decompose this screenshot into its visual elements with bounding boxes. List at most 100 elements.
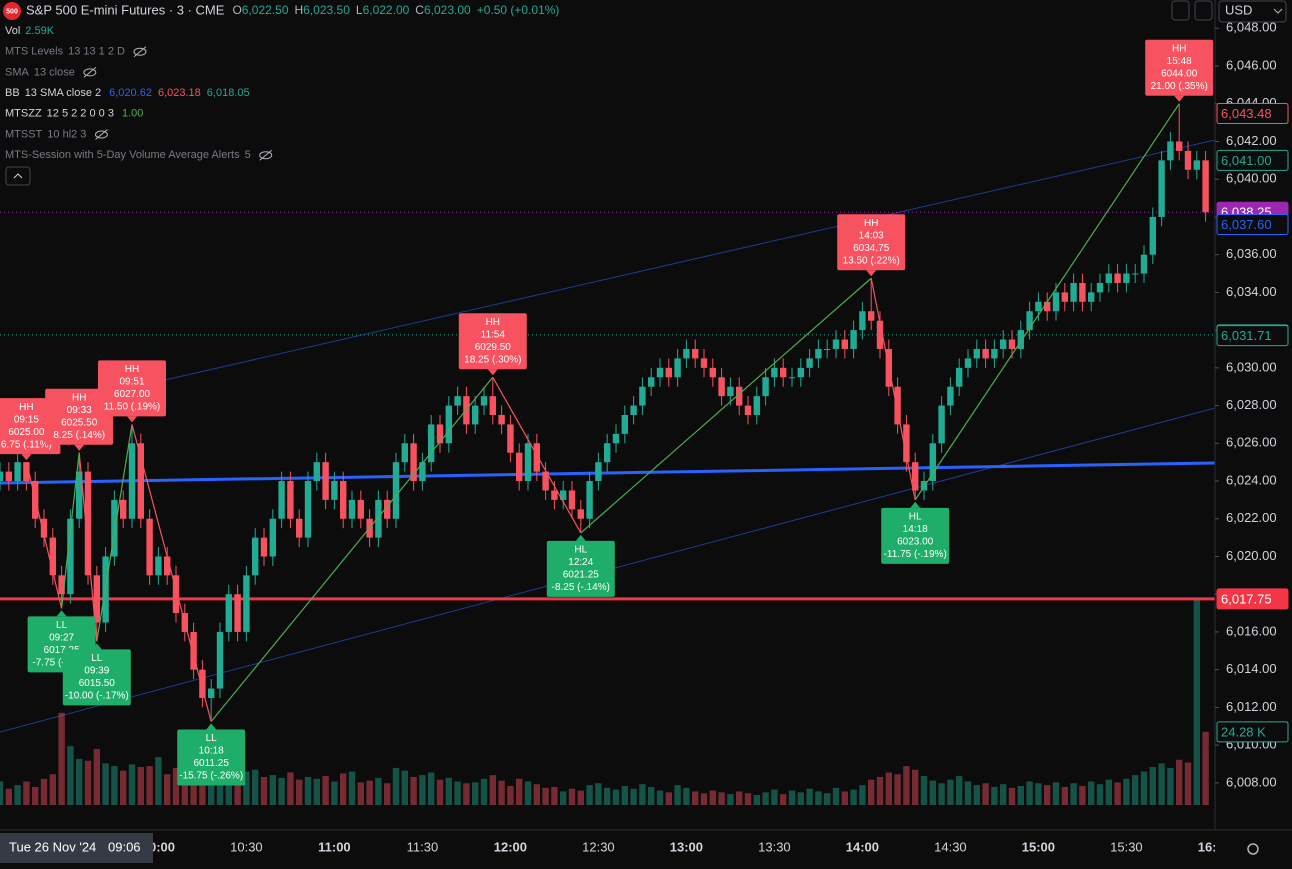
visibility-icon[interactable] — [133, 47, 147, 56]
candle-body — [23, 462, 30, 482]
visibility-icon[interactable] — [83, 68, 97, 77]
indicator-name: MTS-Session with 5-Day Volume Average Al… — [5, 149, 240, 161]
collapse-button[interactable] — [5, 166, 31, 186]
visibility-icon[interactable] — [259, 151, 273, 160]
volume-bar — [964, 781, 972, 805]
pivot-pointer — [127, 416, 137, 423]
volume-bar — [313, 778, 320, 805]
x-tick-label: 14:00 — [846, 839, 879, 854]
volume-bar — [1096, 784, 1104, 805]
scale-down-button[interactable] — [1171, 0, 1190, 21]
collapse-icon — [13, 173, 23, 179]
candle-body — [1158, 160, 1165, 217]
volume-bar — [868, 779, 875, 805]
volume-bar — [1158, 763, 1165, 805]
candle-body — [348, 499, 356, 519]
zigzag-segment — [492, 376, 582, 534]
candle-body — [1070, 282, 1077, 302]
candle-body — [313, 462, 320, 482]
visibility-icon[interactable] — [94, 130, 108, 139]
volume-bar — [428, 772, 435, 805]
pivot-pointer — [21, 454, 32, 461]
volume-bar — [146, 766, 153, 805]
indicator-params: 13 SMA close 2 — [25, 87, 101, 99]
volume-bar — [1052, 782, 1060, 805]
candle-body — [1184, 150, 1192, 170]
y-tick-label: 6,046.00 — [1226, 57, 1277, 72]
time-axis — [0, 830, 1292, 869]
x-tick-label: 13:00 — [670, 839, 703, 854]
candle-body — [49, 537, 56, 576]
candle-body — [982, 348, 989, 359]
pivot-time: 10:18 — [199, 746, 224, 757]
volume-bar — [480, 778, 488, 805]
volume-bar — [709, 790, 716, 805]
pivot-kind: HH — [72, 392, 86, 403]
pivot-change: 8.25 (.14%) — [53, 430, 105, 441]
candle-body — [665, 367, 672, 378]
pivot-time: 09:39 — [84, 666, 109, 677]
candle-body — [727, 386, 734, 397]
candle-body — [956, 367, 963, 387]
zigzag-segment — [25, 462, 63, 609]
volume-bar — [322, 776, 329, 805]
candle-body — [964, 358, 972, 368]
candle-body — [120, 499, 127, 519]
volume-bar — [1140, 771, 1148, 805]
candle-body — [243, 575, 250, 632]
candle-body — [903, 424, 910, 463]
candle-body — [709, 367, 716, 378]
candle-body — [392, 462, 400, 519]
candle-body — [428, 424, 435, 463]
volume-bar — [366, 780, 373, 805]
fullscreen-button[interactable] — [1194, 0, 1213, 21]
volume-bar — [533, 784, 540, 805]
pivot-kind: HH — [1172, 43, 1186, 54]
candle-body — [630, 405, 637, 415]
pivot-pointer — [866, 270, 877, 277]
candle-body — [1026, 311, 1033, 331]
volume-bar — [885, 772, 892, 805]
y-tick-label: 6,034.00 — [1226, 284, 1277, 299]
zigzag-segment — [61, 452, 80, 609]
volume-bar — [797, 792, 804, 805]
currency-select[interactable] — [1218, 0, 1287, 23]
ohlc-value: 6,023.00 — [424, 3, 471, 17]
candle-body — [577, 509, 584, 519]
volume-bar — [850, 789, 857, 805]
volume-bar — [542, 787, 549, 805]
pivot-change: 18.25 (.30%) — [464, 354, 521, 365]
volume-bar — [912, 769, 919, 805]
candle-body — [1035, 301, 1042, 312]
candle-body — [322, 462, 329, 500]
candle-body — [172, 575, 180, 614]
crosshair-date: Tue 26 Nov '24 — [9, 839, 96, 854]
pivot-time: 11:54 — [481, 329, 506, 340]
volume-bar — [58, 712, 65, 805]
settings-button[interactable] — [1247, 843, 1259, 855]
candle-body — [190, 631, 197, 670]
candle-body — [560, 490, 567, 500]
candle-body — [516, 452, 523, 482]
candle-body — [401, 443, 408, 463]
volume-bar — [1132, 775, 1139, 805]
pivot-price-label: 6034.75 — [853, 243, 890, 254]
y-tick-label: 6,048.00 — [1226, 20, 1277, 35]
volume-bar — [1017, 786, 1024, 805]
candle-body — [137, 443, 144, 519]
indicator-params: 10 hl2 3 — [47, 128, 86, 140]
candle-body — [780, 367, 787, 378]
candle-body — [806, 358, 813, 368]
pivot-price-label: 6023.00 — [897, 537, 934, 548]
price-tag-label: 6,017.75 — [1221, 591, 1272, 606]
zigzag-segment — [914, 103, 1180, 501]
price-tag — [1216, 325, 1289, 347]
candle-body — [1193, 160, 1200, 170]
pivot-box — [1145, 39, 1214, 96]
candle-body — [304, 481, 312, 538]
volume-bar — [551, 786, 558, 805]
candle-body — [1061, 292, 1068, 302]
volume-bar — [472, 782, 479, 805]
